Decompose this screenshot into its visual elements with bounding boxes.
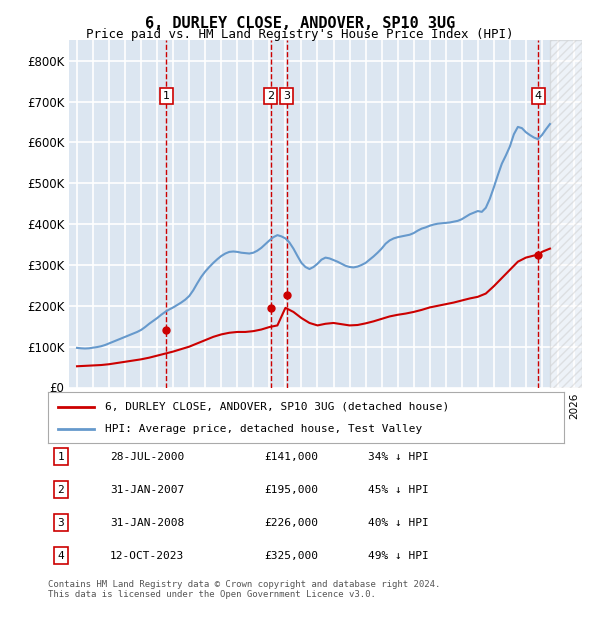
Text: 6, DURLEY CLOSE, ANDOVER, SP10 3UG: 6, DURLEY CLOSE, ANDOVER, SP10 3UG — [145, 16, 455, 30]
Text: 2: 2 — [58, 485, 64, 495]
Text: 12-OCT-2023: 12-OCT-2023 — [110, 551, 184, 560]
Text: 4: 4 — [58, 551, 64, 560]
Text: 1: 1 — [58, 451, 64, 461]
Text: £195,000: £195,000 — [265, 485, 319, 495]
Text: 3: 3 — [283, 91, 290, 101]
Text: Contains HM Land Registry data © Crown copyright and database right 2024.
This d: Contains HM Land Registry data © Crown c… — [48, 580, 440, 599]
Text: 2: 2 — [267, 91, 274, 101]
Text: 3: 3 — [58, 518, 64, 528]
Text: 45% ↓ HPI: 45% ↓ HPI — [368, 485, 428, 495]
Text: £226,000: £226,000 — [265, 518, 319, 528]
Text: 1: 1 — [163, 91, 170, 101]
Text: £325,000: £325,000 — [265, 551, 319, 560]
Bar — [550, 40, 582, 388]
Text: 34% ↓ HPI: 34% ↓ HPI — [368, 451, 428, 461]
Text: £141,000: £141,000 — [265, 451, 319, 461]
Text: 6, DURLEY CLOSE, ANDOVER, SP10 3UG (detached house): 6, DURLEY CLOSE, ANDOVER, SP10 3UG (deta… — [105, 402, 449, 412]
Text: HPI: Average price, detached house, Test Valley: HPI: Average price, detached house, Test… — [105, 424, 422, 434]
Text: 31-JAN-2008: 31-JAN-2008 — [110, 518, 184, 528]
Text: Price paid vs. HM Land Registry's House Price Index (HPI): Price paid vs. HM Land Registry's House … — [86, 28, 514, 41]
Text: 49% ↓ HPI: 49% ↓ HPI — [368, 551, 428, 560]
Text: 4: 4 — [535, 91, 542, 101]
Text: 40% ↓ HPI: 40% ↓ HPI — [368, 518, 428, 528]
Text: 31-JAN-2007: 31-JAN-2007 — [110, 485, 184, 495]
Text: 28-JUL-2000: 28-JUL-2000 — [110, 451, 184, 461]
